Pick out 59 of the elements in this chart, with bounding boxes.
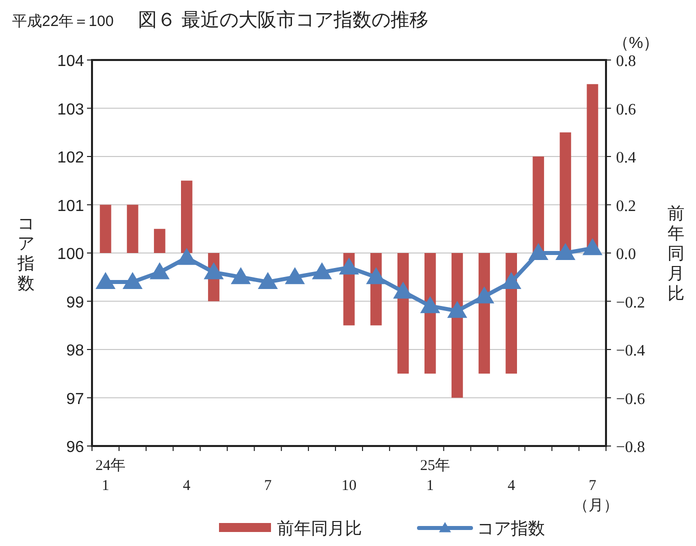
legend-label: 前年同月比 xyxy=(277,519,362,538)
point xyxy=(204,262,224,280)
point xyxy=(284,267,305,284)
x-tick-label: 25年 1 xyxy=(420,457,450,494)
y-tick-label: 99 xyxy=(66,294,84,312)
point xyxy=(393,282,414,299)
bar xyxy=(126,204,138,253)
point xyxy=(339,257,359,274)
point xyxy=(150,262,170,280)
y-tick-label: 96 xyxy=(66,439,84,456)
y-tick-label: 104 xyxy=(57,53,84,70)
point xyxy=(96,272,116,289)
x-tick-label: 7 xyxy=(588,478,597,494)
y2-tick-label: −0.6 xyxy=(616,390,646,408)
bar xyxy=(532,156,544,253)
bar xyxy=(560,132,572,253)
x-tick-label: 24年 1 xyxy=(96,457,126,494)
point xyxy=(366,267,386,284)
y2-tick-label: 0.6 xyxy=(616,101,636,118)
x-axis-title: （月） xyxy=(574,498,618,514)
y2-tick-label: 0.0 xyxy=(616,246,636,263)
y-axis-title: コア指数 xyxy=(16,214,34,293)
point xyxy=(420,296,440,314)
point xyxy=(258,272,278,289)
bar xyxy=(181,180,192,253)
point xyxy=(312,262,332,280)
x-tick-label: 4 xyxy=(182,478,191,494)
legend-label: コア指数 xyxy=(477,519,545,538)
y-tick-label: 100 xyxy=(57,246,84,263)
y2-tick-label: 0.4 xyxy=(616,150,636,166)
point xyxy=(230,267,251,284)
point xyxy=(122,272,143,289)
y2-tick-label: −0.2 xyxy=(616,294,646,312)
y-tick-label: 98 xyxy=(66,342,84,360)
y-tick-label: 101 xyxy=(57,198,84,215)
point xyxy=(528,243,548,260)
chart-title: 図６ 最近の大阪市コア指数の推移 xyxy=(138,9,428,31)
point xyxy=(176,248,197,265)
bar xyxy=(452,253,463,398)
point xyxy=(582,238,602,256)
text: （%） xyxy=(612,35,660,52)
y2-axis-title: 前年同月比 xyxy=(668,204,684,303)
x-tick-label: 10 xyxy=(342,478,356,494)
point xyxy=(474,286,494,304)
point xyxy=(447,300,468,318)
point xyxy=(555,243,576,260)
y2-tick-label: 0.2 xyxy=(616,198,636,215)
y2-tick-label: −0.4 xyxy=(616,342,646,360)
y2-tick-label: −0.8 xyxy=(616,439,646,456)
chart-subtitle: 平成22年＝100 xyxy=(12,13,114,30)
x-tick-label: 7 xyxy=(264,478,272,494)
point xyxy=(501,272,522,289)
y-tick-label: 102 xyxy=(57,150,84,166)
y2-tick-label: 0.8 xyxy=(616,53,636,70)
bar xyxy=(100,204,112,253)
y-tick-label: 97 xyxy=(66,390,84,408)
bar xyxy=(154,228,166,253)
x-tick-label: 4 xyxy=(508,478,516,494)
y-tick-label: 103 xyxy=(57,101,84,118)
